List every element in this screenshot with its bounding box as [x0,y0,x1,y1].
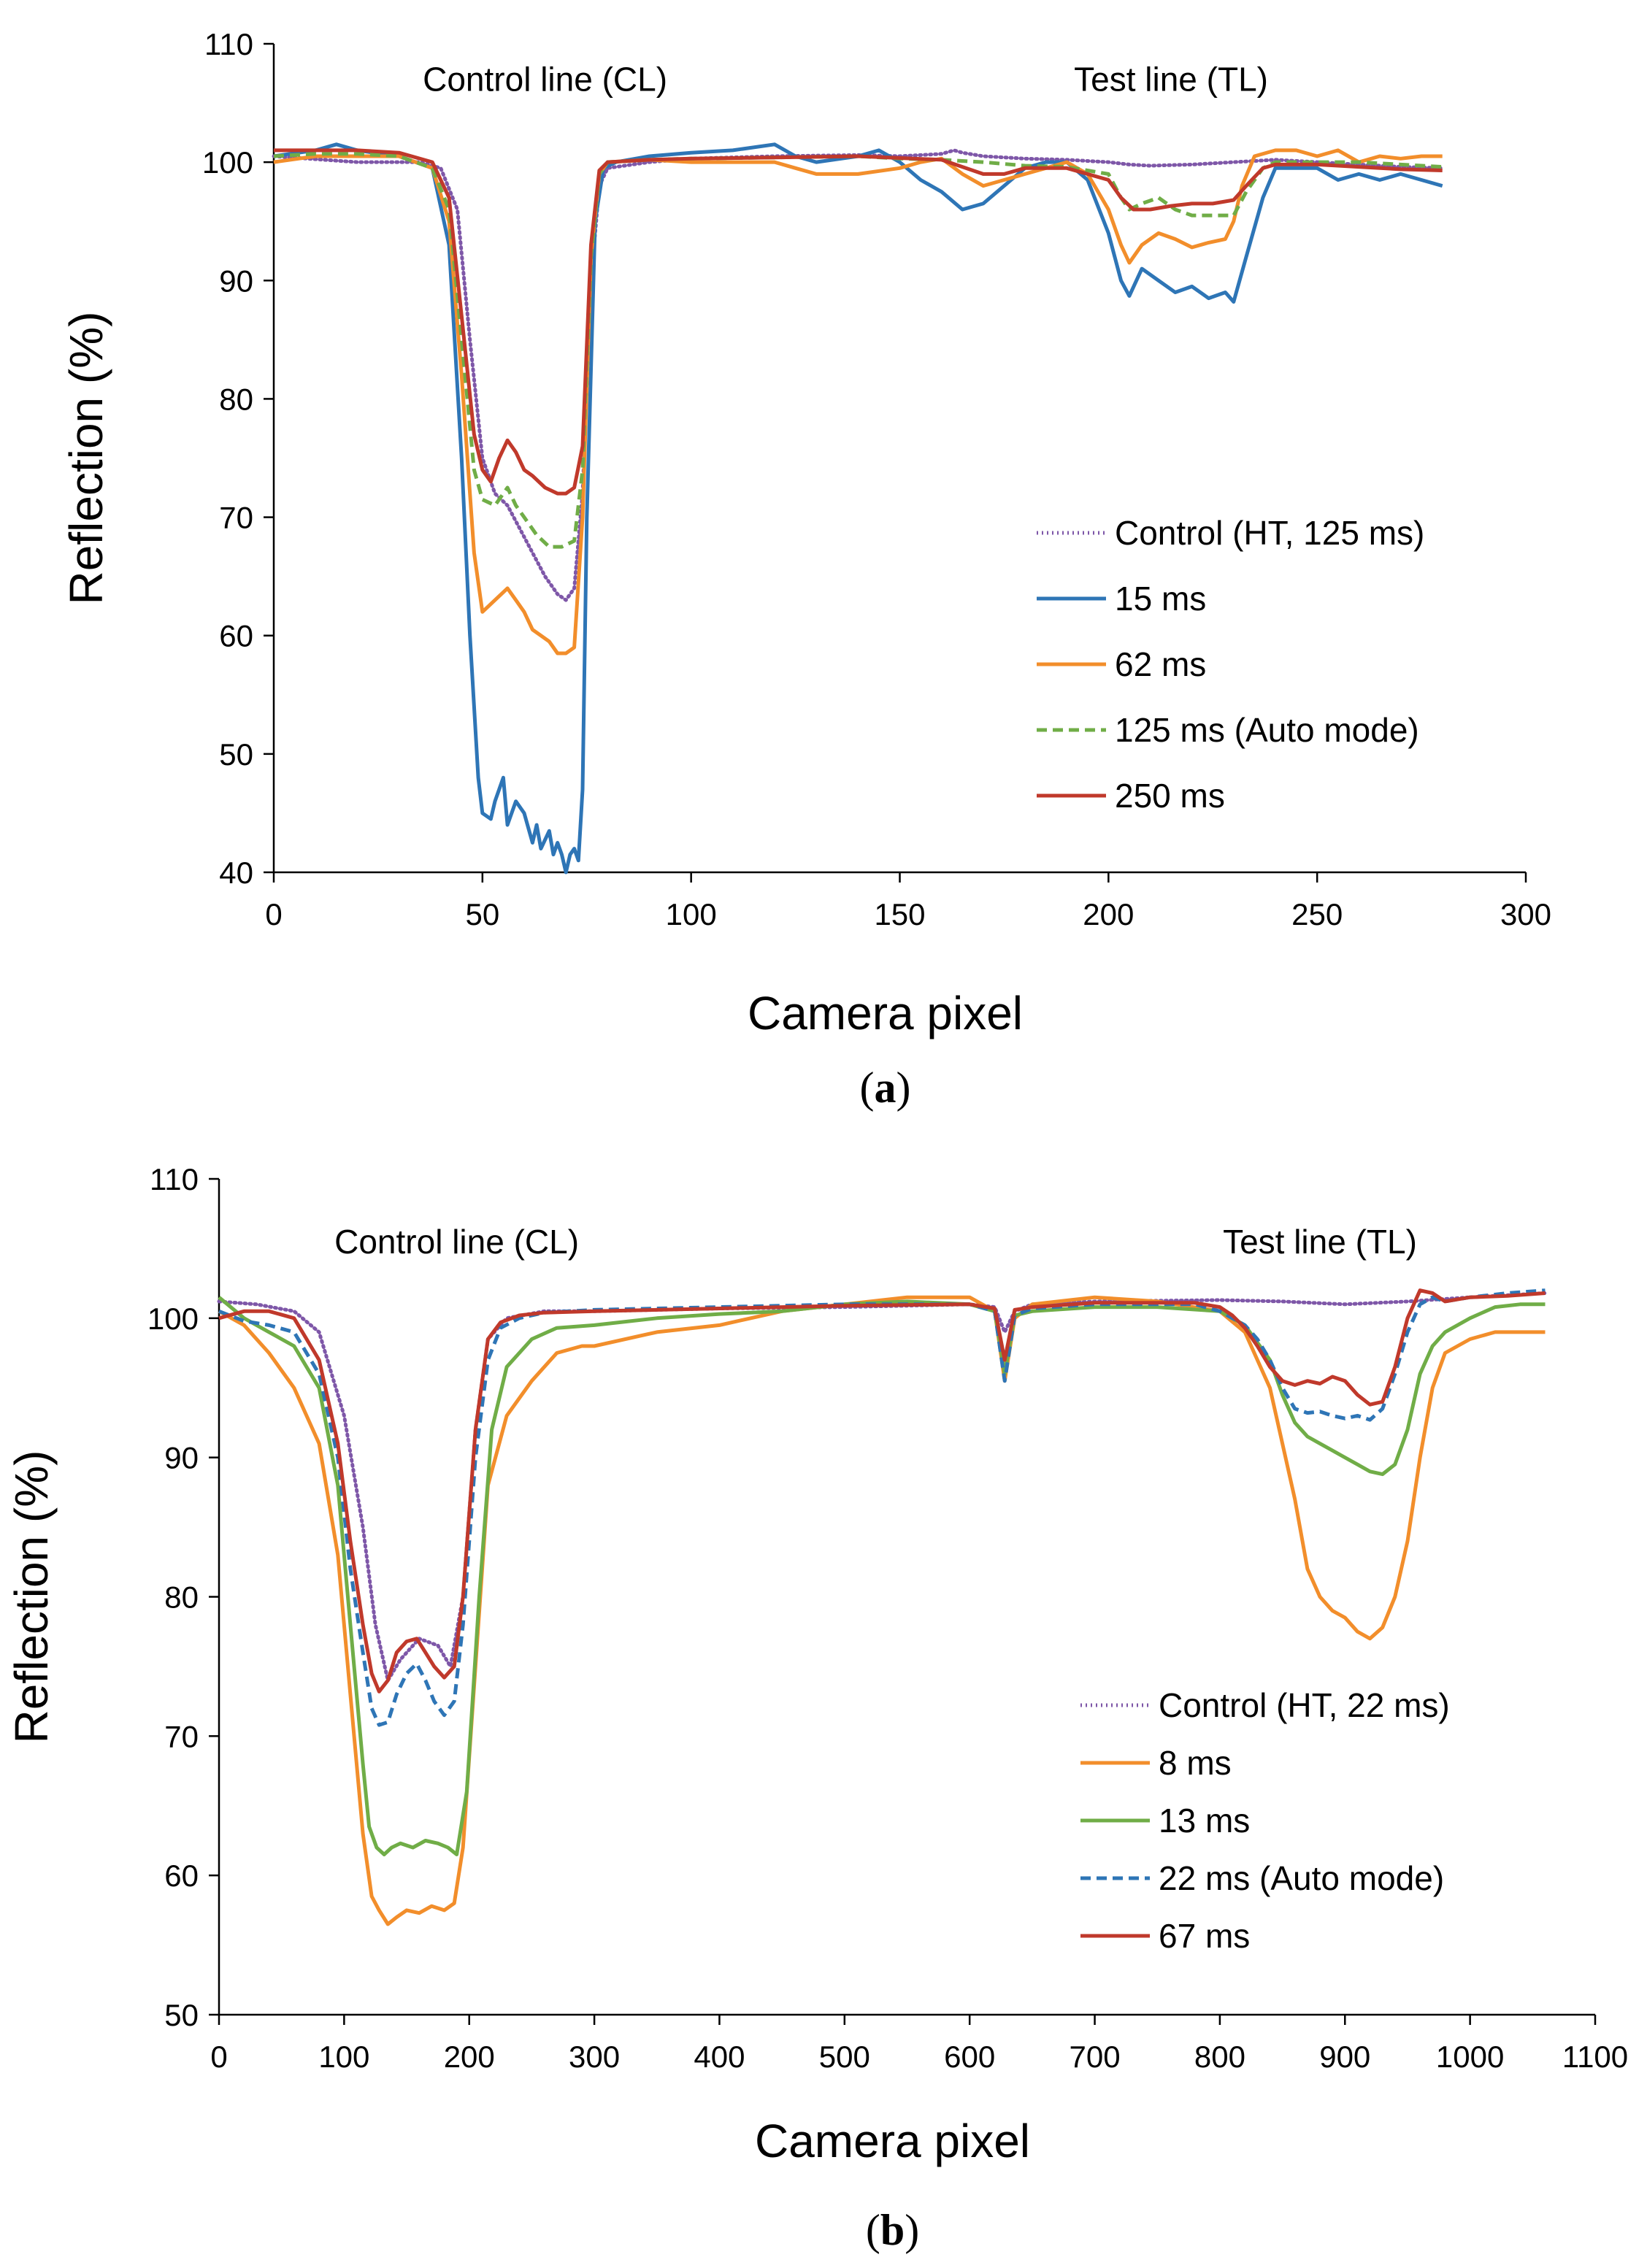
y-tick-label: 50 [164,1998,199,2032]
series-line [273,148,1443,656]
series-line [218,1288,1546,1727]
line-annotation: Test line (TL) [1074,61,1268,99]
y-tick-label: 100 [147,1302,199,1336]
x-tick-label: 300 [1500,897,1551,931]
legend-label: 125 ms (Auto mode) [1115,711,1419,749]
x-tick-label: 700 [1070,2040,1121,2074]
y-tick-label: 50 [219,737,253,772]
legend: Control (HT, 22 ms) 8 ms 13 ms 22 ms (Auto … [1080,1686,1450,1955]
y-tick-label: 40 [219,856,253,890]
x-tick-label: 250 [1291,897,1343,931]
y-tick-label: 100 [202,145,253,180]
y-tick-label: 110 [204,27,253,61]
x-axis-title: Camera pixel [748,987,1023,1039]
y-tick-label: 90 [164,1441,199,1475]
x-tick-label: 300 [569,2040,620,2074]
legend-label: Control (HT, 125 ms) [1115,514,1424,552]
series-line [218,1288,1546,1694]
y-tick-label: 80 [219,382,253,416]
y-tick-label: 60 [164,1858,199,1893]
legend-label: 15 ms [1115,580,1206,618]
x-tick-label: 100 [666,897,717,931]
y-tick-label: 60 [219,619,253,653]
x-tick-label: 800 [1194,2040,1245,2074]
y-axis-title: Reflection (%) [5,1450,58,1744]
y-axis-title: Reflection (%) [60,312,112,605]
legend: Control (HT, 125 ms) 15 ms 62 ms 125 ms (Au… [1037,514,1424,815]
x-tick-label: 150 [874,897,925,931]
line-annotation: Control line (CL) [334,1223,579,1261]
line-annotation: Control line (CL) [423,61,667,99]
x-tick-label: 200 [1083,897,1134,931]
legend-label: 22 ms (Auto mode) [1159,1859,1444,1897]
line-annotation: Test line (TL) [1223,1223,1417,1261]
panel-caption: (b) [866,2206,919,2254]
x-tick-label: 1100 [1562,2040,1628,2074]
x-tick-label: 900 [1319,2040,1370,2074]
series-line [273,142,1443,874]
x-tick-label: 500 [819,2040,870,2074]
series-line [217,1291,1547,1683]
x-axis-title: Camera pixel [755,2115,1030,2167]
y-tick-label: 80 [164,1580,199,1615]
legend-label: 62 ms [1115,645,1206,683]
x-tick-label: 0 [265,897,282,931]
x-tick-label: 1000 [1436,2040,1504,2074]
series-line [218,1295,1546,1926]
x-tick-label: 600 [944,2040,995,2074]
legend-label: 67 ms [1159,1917,1250,1955]
x-tick-label: 400 [694,2040,745,2074]
panel-caption: (a) [860,1064,911,1112]
x-tick-label: 200 [444,2040,495,2074]
chart-panel-a: 40 50 60 70 80 90 100 110 0 50 100 150 200 250 300 Came… [60,27,1551,1112]
x-tick-label: 100 [318,2040,369,2074]
y-tick-label: 90 [219,264,253,298]
y-tick-label: 70 [164,1719,199,1753]
legend-label: 250 ms [1115,777,1225,815]
legend-label: 13 ms [1159,1802,1250,1840]
legend-label: 8 ms [1159,1744,1232,1782]
legend-label: Control (HT, 22 ms) [1159,1686,1450,1724]
series-line [274,148,1443,496]
y-tick-label: 70 [219,501,253,535]
x-tick-label: 50 [465,897,499,931]
x-tick-label: 0 [210,2040,227,2074]
y-tick-label: 110 [150,1162,199,1196]
